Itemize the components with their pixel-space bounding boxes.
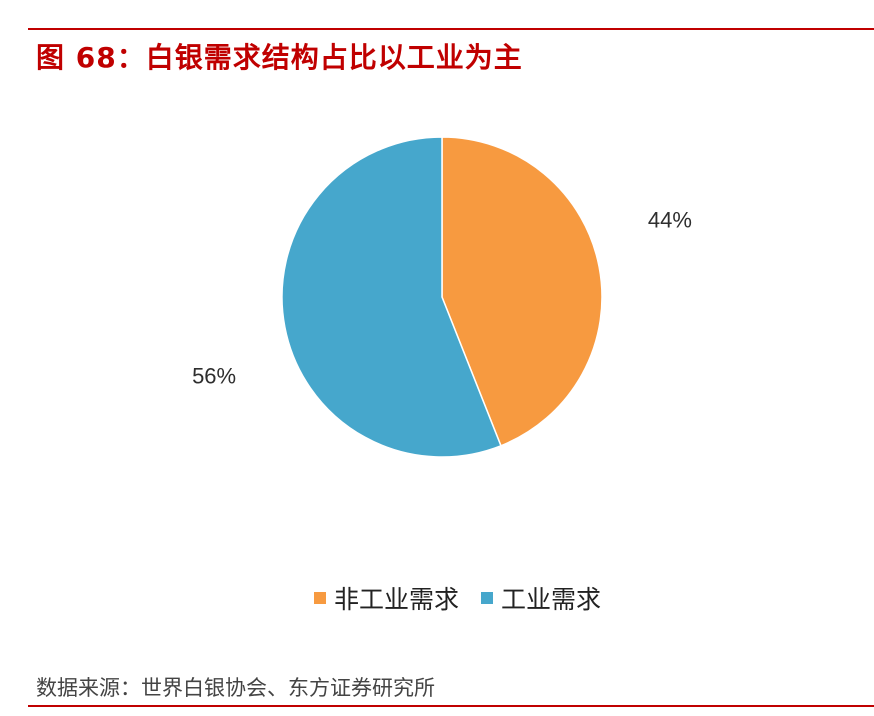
pie-label-non-industrial: 44% (648, 207, 692, 232)
bottom-divider (28, 705, 874, 707)
chart-legend: 非工业需求 工业需求 (314, 580, 623, 616)
legend-item-non-industrial: 非工业需求 (314, 580, 459, 616)
pie-slice-industrial (281, 136, 502, 458)
legend-swatch-industrial (481, 592, 494, 604)
legend-label-industrial: 工业需求 (501, 585, 602, 614)
legend-item-industrial: 工业需求 (481, 580, 601, 616)
chart-title: 图 68：白银需求结构占比以工业为主 (36, 41, 523, 74)
pie-data-labels: 44% 56% (192, 207, 692, 388)
pie-slices (281, 136, 603, 458)
pie-label-industrial: 56% (192, 363, 236, 388)
top-divider (28, 28, 874, 30)
pie-slice-non-industrial (441, 136, 603, 447)
data-source-note: 数据来源：世界白银协会、东方证券研究所 (36, 676, 435, 700)
legend-swatch-non-industrial (314, 592, 326, 604)
legend-label-non-industrial: 非工业需求 (334, 585, 460, 614)
